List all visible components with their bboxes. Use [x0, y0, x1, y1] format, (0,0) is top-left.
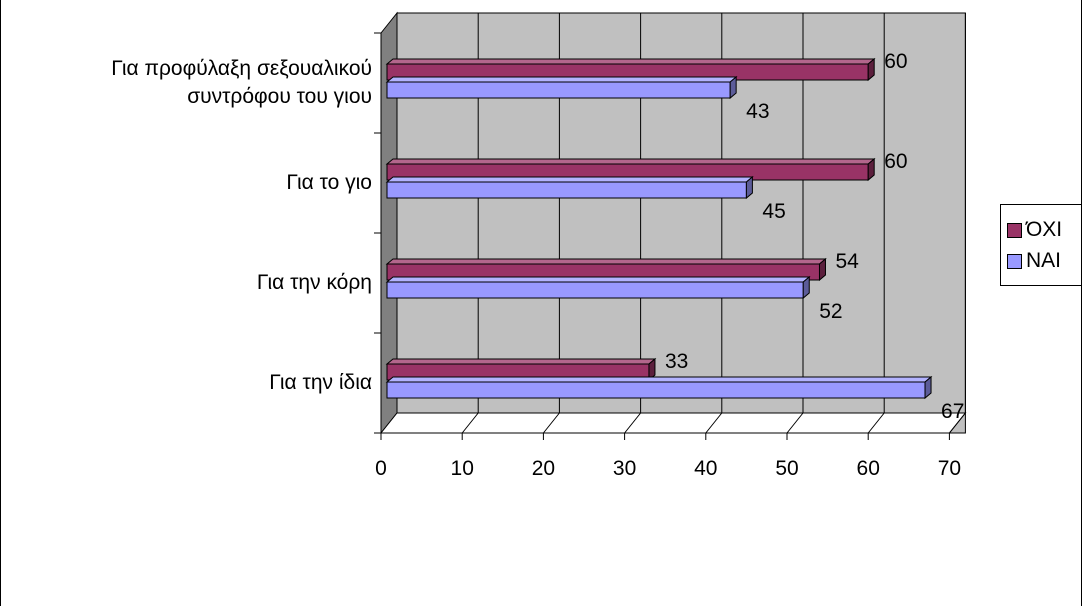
x-tick-label: 40 [694, 457, 717, 480]
data-label: 43 [746, 100, 769, 123]
bar-top [385, 276, 811, 283]
bar-end [867, 57, 875, 82]
bar-top [385, 58, 876, 65]
x-tick-label: 20 [532, 457, 555, 480]
bar-end [924, 375, 932, 400]
data-label: 45 [762, 200, 785, 223]
gridline-floor [705, 412, 723, 434]
legend-label-nai: ΝΑΙ [1026, 249, 1062, 272]
bar [386, 281, 804, 299]
x-tick-label: 50 [775, 457, 798, 480]
x-tick-label: 10 [451, 457, 474, 480]
category-label: Για την ίδια [269, 371, 372, 394]
bar [386, 81, 731, 99]
bar [386, 381, 926, 399]
bar-end [867, 157, 875, 182]
gridline-floor [543, 412, 560, 434]
gridline-floor [949, 412, 966, 434]
bar [386, 181, 747, 199]
bar-top [385, 258, 827, 265]
legend-item-oxi: ΌΧΙ [1007, 217, 1062, 243]
data-label: 52 [819, 300, 842, 323]
bar-top [385, 76, 738, 83]
data-label: 33 [665, 350, 688, 373]
gridline-floor [786, 412, 804, 434]
legend: ΌΧΙ ΝΑΙ [1000, 204, 1082, 286]
data-label: 67 [941, 400, 964, 423]
legend-swatch-oxi [1007, 222, 1022, 238]
gridline-floor [461, 412, 479, 434]
category-label: Για προφύλαξη σεξουαλικού συντρόφου του … [111, 57, 372, 108]
bar-end [729, 75, 737, 100]
plot-floor [379, 412, 967, 434]
bar-end [648, 357, 656, 382]
bar-end [818, 257, 826, 282]
data-label: 54 [835, 250, 859, 273]
legend-item-nai: ΝΑΙ [1007, 248, 1061, 274]
bar-end [745, 175, 753, 200]
gridline-floor [867, 412, 885, 434]
x-tick-label: 30 [613, 457, 636, 480]
legend-label-oxi: ΌΧΙ [1026, 218, 1063, 241]
data-label: 60 [884, 150, 907, 173]
x-tick-label: 0 [375, 457, 387, 480]
data-label: 60 [884, 50, 907, 73]
bar-end [802, 275, 810, 300]
bar-top [385, 376, 933, 383]
bar-top [385, 176, 754, 183]
x-tick-label: 60 [857, 457, 880, 480]
bar-top [385, 358, 657, 365]
category-label: Για την κόρη [256, 271, 372, 294]
x-tick-label: 70 [938, 457, 961, 480]
gridline-floor [624, 412, 641, 434]
category-label: Για το γιο [286, 171, 372, 194]
bar-top [385, 158, 876, 165]
legend-swatch-nai [1007, 253, 1022, 269]
